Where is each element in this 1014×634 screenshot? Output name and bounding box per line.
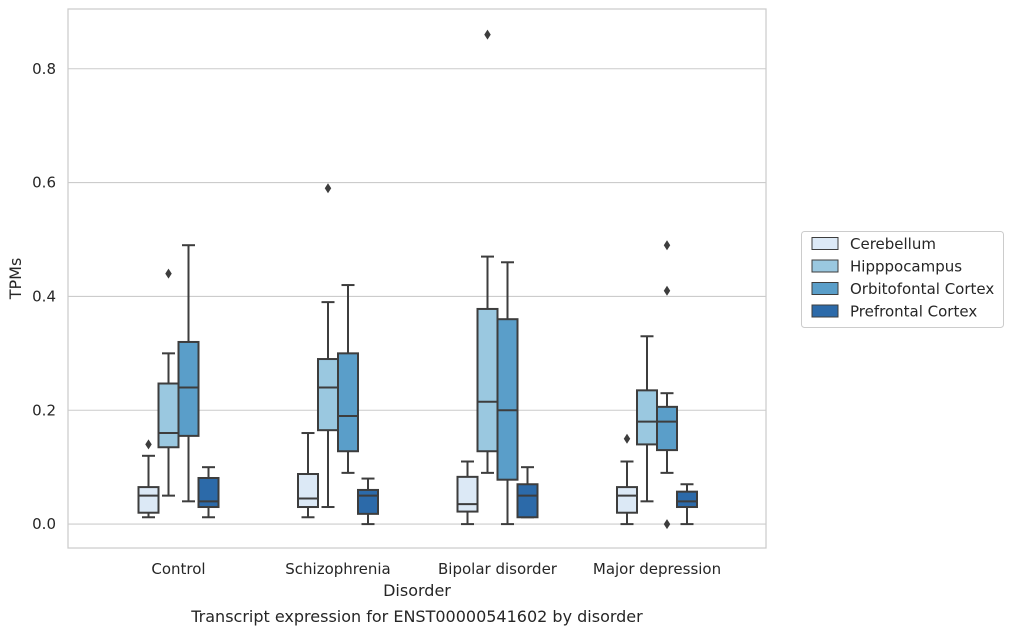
box [496, 318, 519, 481]
y-tick-label: 0.6 [32, 174, 56, 192]
x-tick-label: Control [151, 560, 205, 578]
box [476, 307, 499, 453]
y-gridlines [68, 68, 766, 525]
x-tick-label: Schizophrenia [285, 560, 390, 578]
plot-area-frame [67, 8, 767, 549]
box [317, 358, 339, 432]
x-tick-label: Major depression [593, 560, 721, 578]
y-axis-title: TPMs [6, 258, 25, 301]
outlier-point [663, 240, 671, 251]
box [616, 486, 638, 514]
box [157, 382, 180, 449]
box [676, 490, 698, 509]
outlier-point [663, 519, 671, 530]
y-tick-label: 0.2 [32, 401, 56, 419]
legend: Cerebellum Hipppocampus Orbitofontal Corte… [801, 231, 1004, 328]
box [337, 352, 359, 453]
legend-swatch [811, 282, 839, 295]
legend-frame [801, 231, 1004, 328]
legend-label: Orbitofontal Cortex [850, 280, 994, 298]
box [297, 473, 319, 509]
box [137, 486, 160, 514]
y-tick-label: 0.4 [32, 287, 56, 305]
outlier-point [623, 433, 631, 444]
box [357, 488, 379, 515]
y-tick-labels: 0.0 0.2 0.4 0.6 0.8 [32, 60, 56, 533]
outlier-point [165, 268, 172, 279]
figure-caption: Transcript expression for ENST0000054160… [190, 607, 643, 626]
outlier-point [663, 285, 671, 296]
y-tick-label: 0.0 [32, 515, 56, 533]
y-tick-label: 0.8 [32, 60, 56, 78]
box-groups [137, 29, 698, 530]
x-tick-labels: Control Schizophrenia Bipolar disorder Majo… [151, 560, 721, 578]
outlier-point [484, 29, 491, 40]
legend-label: Prefrontal Cortex [850, 303, 977, 321]
outlier-point [145, 439, 152, 450]
legend-swatch [811, 237, 839, 250]
box [516, 483, 539, 519]
legend-label: Hipppocampus [850, 258, 962, 276]
box [636, 389, 658, 446]
x-axis-title: Disorder [383, 581, 451, 600]
legend-swatch [811, 259, 839, 273]
box [456, 475, 479, 513]
x-tick-label: Bipolar disorder [438, 560, 558, 578]
box [177, 340, 200, 437]
legend-swatch [811, 304, 839, 318]
box [656, 405, 678, 452]
box [197, 476, 220, 509]
legend-label: Cerebellum [850, 235, 936, 253]
outlier-point [324, 183, 332, 194]
